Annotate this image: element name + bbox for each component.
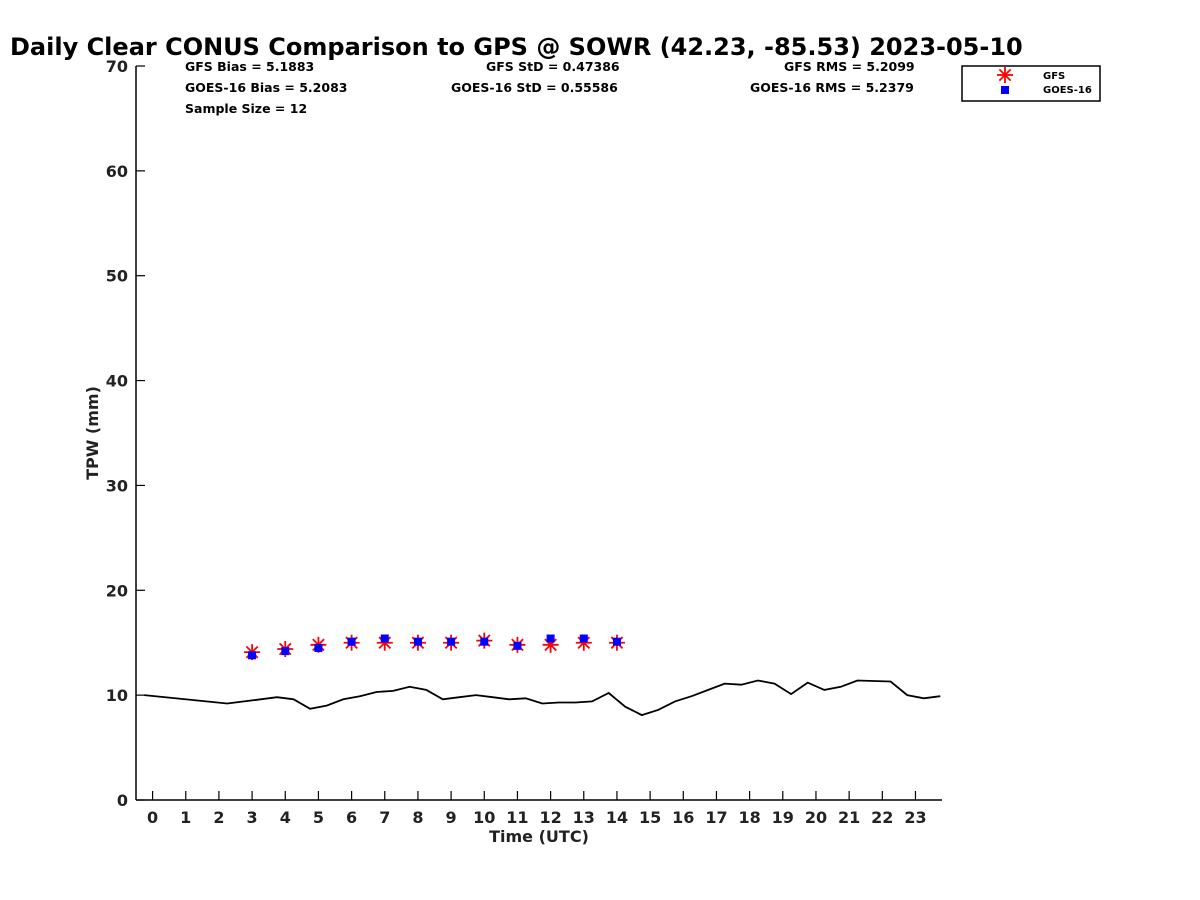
x-tick-label: 3 [247, 808, 258, 827]
goes16-point [447, 637, 456, 646]
x-tick-label: 19 [772, 808, 794, 827]
x-tick-label: 11 [506, 808, 528, 827]
goes16-point [612, 637, 621, 646]
x-tick-label: 15 [639, 808, 661, 827]
goes16-point [380, 634, 389, 643]
legend-gfs-label: GFS [1043, 71, 1065, 82]
legend: GFS GOES-16 [961, 65, 1101, 102]
goes16-point [281, 647, 290, 656]
y-axis-label: TPW (mm) [83, 386, 102, 480]
x-tick-label: 22 [871, 808, 893, 827]
legend-gfs-asterisk [997, 67, 1013, 83]
goes-bias-stat: GOES-16 Bias = 5.2083 [185, 80, 347, 95]
y-tick-label: 70 [106, 57, 128, 76]
y-tick-label: 60 [106, 162, 128, 181]
y-tick-label: 20 [106, 581, 128, 600]
x-tick-label: 5 [313, 808, 324, 827]
legend-gfs-marker [997, 67, 1013, 83]
goes16-point [413, 637, 422, 646]
legend-goes-label: GOES-16 [1043, 85, 1092, 96]
goes-rms-stat: GOES-16 RMS = 5.2379 [750, 80, 914, 95]
y-tick-label: 30 [106, 476, 128, 495]
x-tick-label: 23 [904, 808, 926, 827]
x-tick-label: 2 [213, 808, 224, 827]
x-axis-label: Time (UTC) [489, 827, 589, 846]
x-tick-label: 1 [180, 808, 191, 827]
gfs-bias-stat: GFS Bias = 5.1883 [185, 59, 314, 74]
gfs-std-stat: GFS StD = 0.47386 [486, 59, 620, 74]
x-tick-label: 6 [346, 808, 357, 827]
sample-size-stat: Sample Size = 12 [185, 101, 307, 116]
goes16-point [480, 637, 489, 646]
y-tick-label: 50 [106, 267, 128, 286]
x-tick-label: 7 [379, 808, 390, 827]
goes16-point [579, 634, 588, 643]
goes16-point [347, 637, 356, 646]
chart-title: Daily Clear CONUS Comparison to GPS @ SO… [10, 33, 1023, 61]
x-tick-label: 21 [838, 808, 860, 827]
stats-panel: GFS Bias = 5.1883 GOES-16 Bias = 5.2083 … [185, 59, 915, 116]
x-tick-label: 12 [539, 808, 561, 827]
x-tick-label: 0 [147, 808, 158, 827]
x-tick-label: 17 [705, 808, 727, 827]
gfs-rms-stat: GFS RMS = 5.2099 [784, 59, 915, 74]
goes-std-stat: GOES-16 StD = 0.55586 [451, 80, 618, 95]
x-tick-label: 20 [805, 808, 827, 827]
goes16-point [513, 641, 522, 650]
legend-box [961, 65, 1101, 102]
legend-goes-marker [1001, 86, 1009, 94]
goes16-point [546, 634, 555, 643]
x-tick-label: 13 [573, 808, 595, 827]
y-tick-label: 40 [106, 372, 128, 391]
series-layer [144, 632, 941, 717]
x-tick-label: 9 [446, 808, 457, 827]
x-tick-label: 8 [412, 808, 423, 827]
x-tick-label: 18 [738, 808, 760, 827]
y-tick-label: 10 [106, 686, 128, 705]
gps-tpw-line [144, 679, 941, 717]
y-tick-label: 0 [117, 791, 128, 810]
goes16-point [314, 643, 323, 652]
x-tick-label: 10 [473, 808, 495, 827]
x-tick-label: 16 [672, 808, 694, 827]
x-tick-label: 14 [606, 808, 628, 827]
goes16-point [248, 651, 257, 660]
x-tick-label: 4 [280, 808, 291, 827]
